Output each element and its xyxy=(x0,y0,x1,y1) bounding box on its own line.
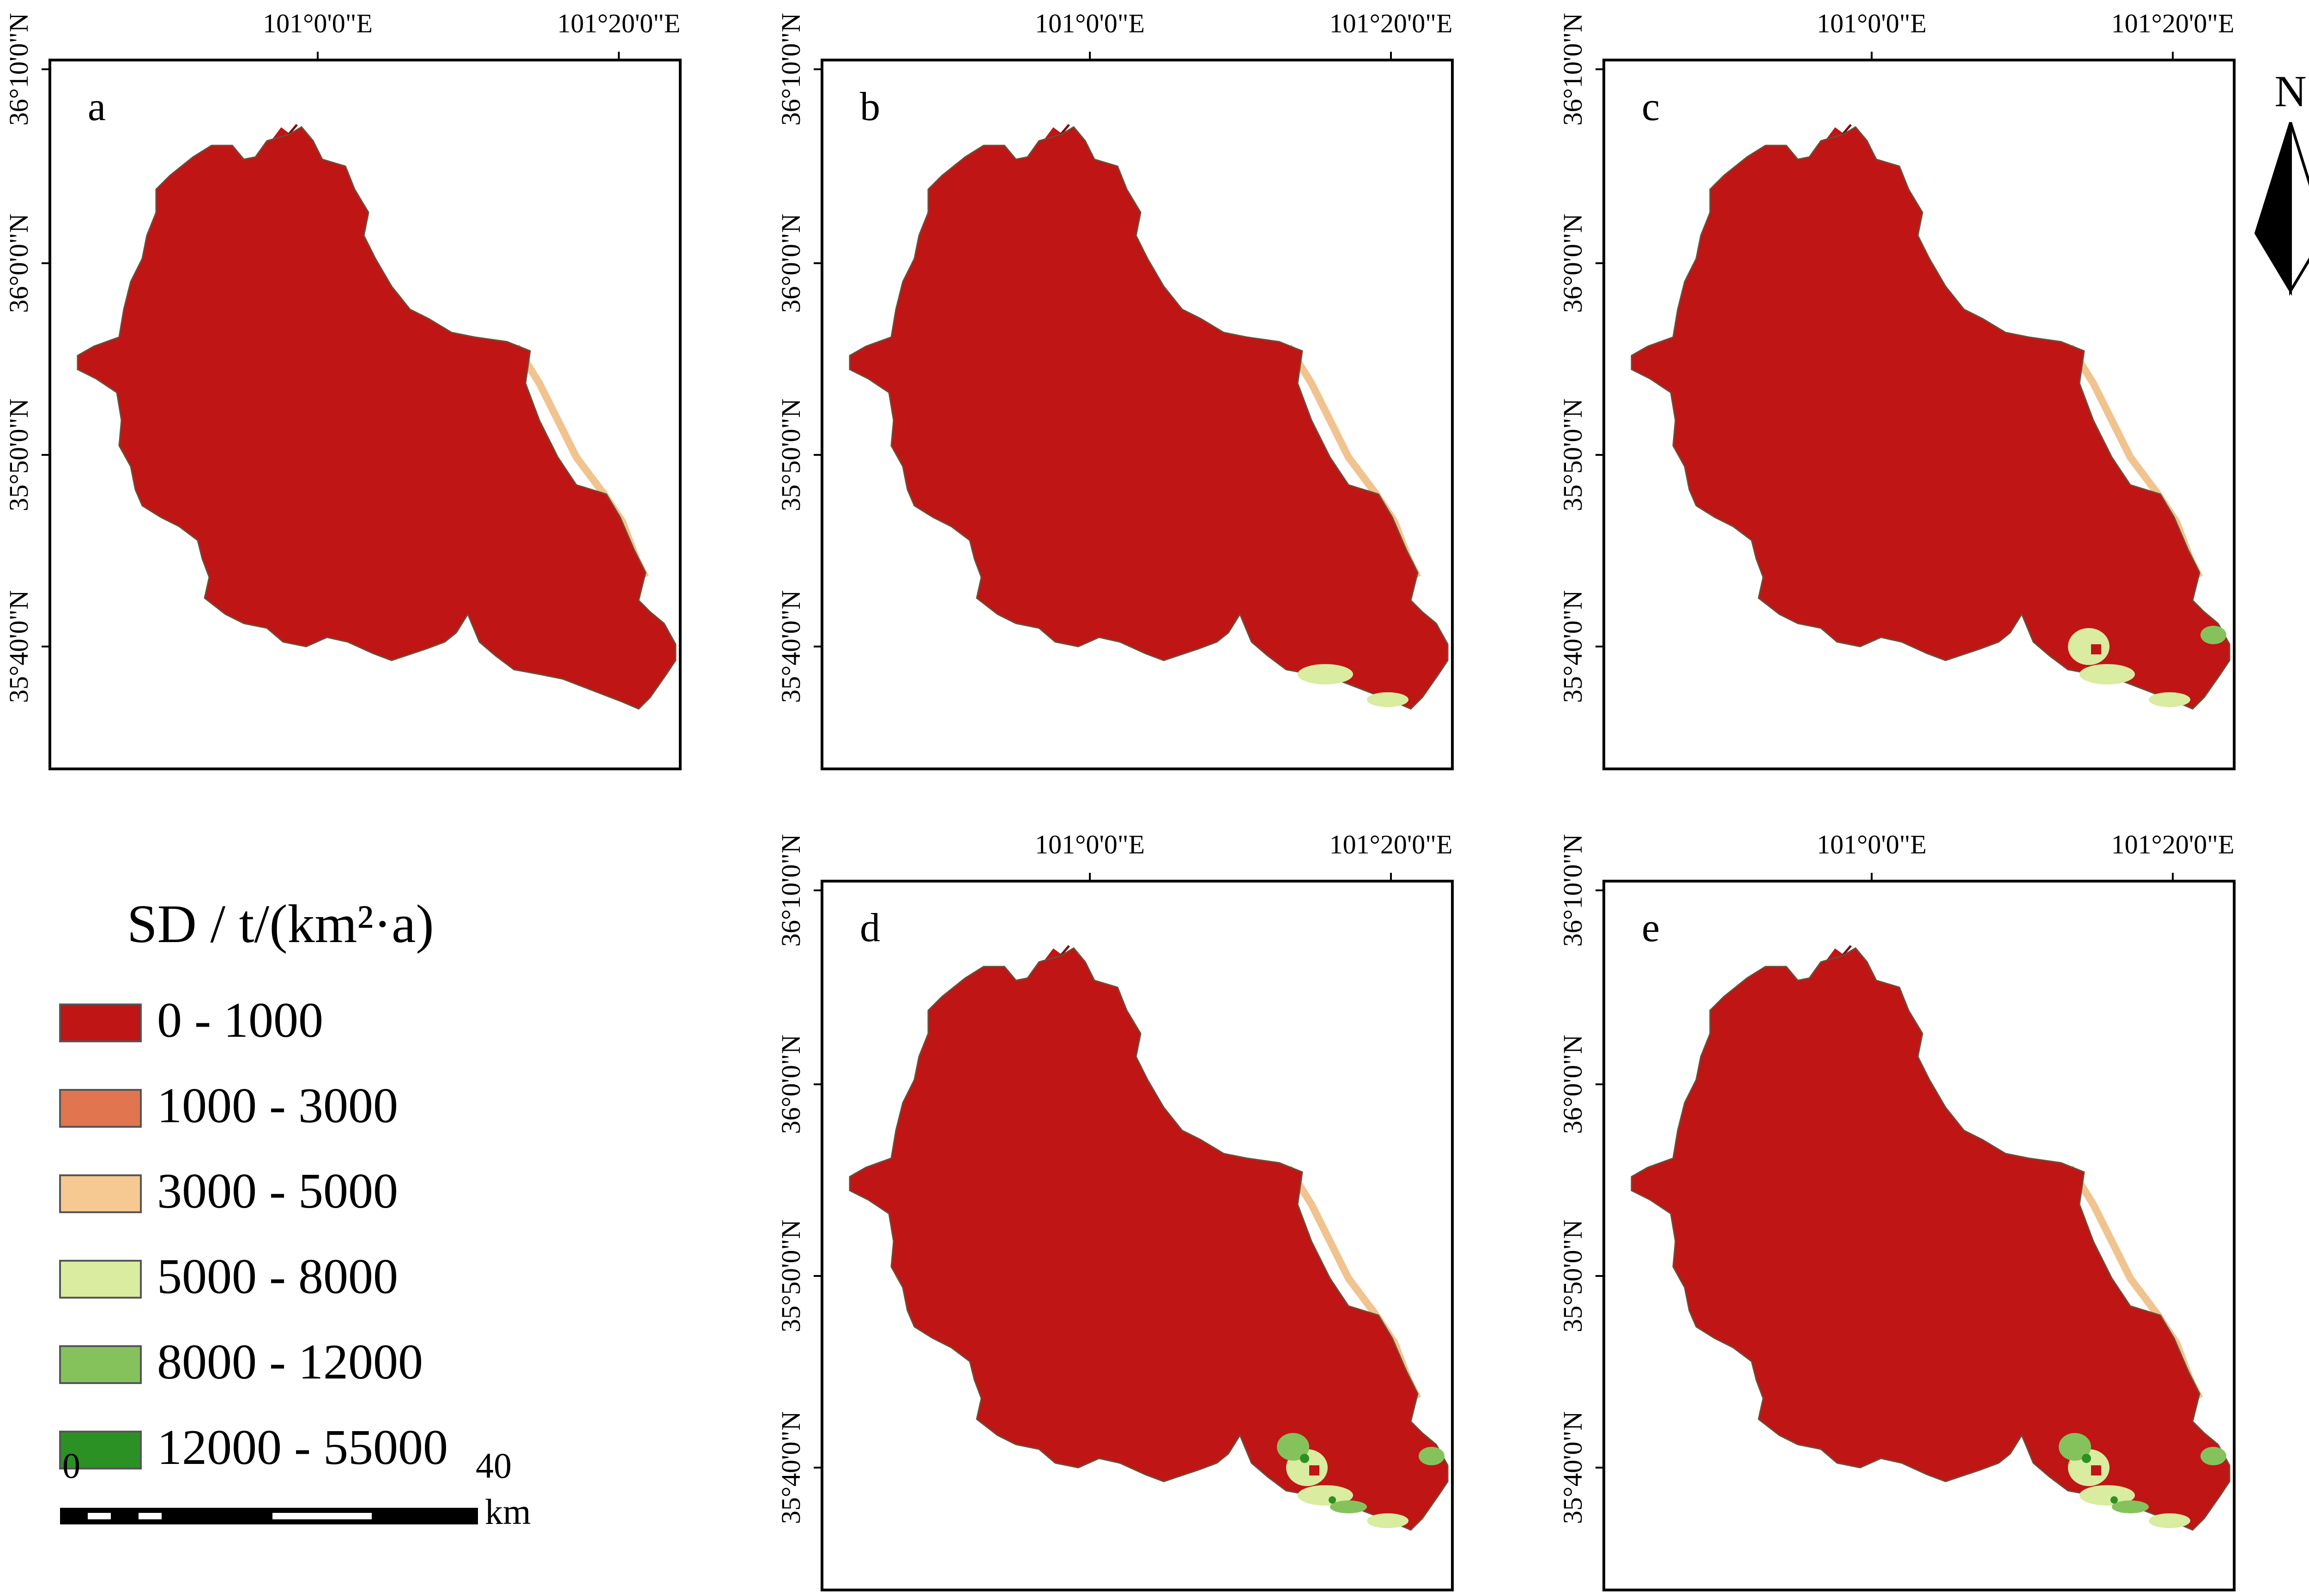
erosion-hotspot xyxy=(2200,626,2226,644)
legend-item: 12000 - 55000 xyxy=(59,1420,448,1475)
legend-swatch xyxy=(59,1431,142,1469)
legend-item: 8000 - 12000 xyxy=(59,1335,423,1390)
north-arrow-label: N xyxy=(2274,66,2306,116)
legend-swatch xyxy=(59,1004,142,1042)
map-panel-b: b 101°0'0"E 101°20'0"E 36°10'0"N 36°0'0"… xyxy=(776,8,1452,769)
lon-label-1: 101°0'0"E xyxy=(1817,8,1927,38)
legend-item: 0 - 1000 xyxy=(59,993,323,1048)
scale-unit-label: km xyxy=(485,1492,531,1532)
erosion-hotspot xyxy=(2059,1433,2091,1461)
legend-swatch xyxy=(59,1174,142,1213)
legend-label: 1000 - 3000 xyxy=(157,1078,398,1133)
erosion-hotspot xyxy=(1300,1454,1309,1463)
red-cell-marker xyxy=(2091,644,2101,654)
lat-label-4: 35°40'0"N xyxy=(1558,1411,1588,1524)
north-arrow: N xyxy=(2254,66,2309,296)
lat-label-2: 36°0'0"N xyxy=(1558,1034,1588,1134)
panel-label: e xyxy=(1642,906,1660,950)
lon-label-2: 101°20'0"E xyxy=(557,8,681,38)
legend-swatch xyxy=(59,1260,142,1299)
erosion-hotspot xyxy=(2110,1496,2118,1504)
lon-label-1: 101°0'0"E xyxy=(1035,8,1145,38)
north-arrow-icon xyxy=(2254,122,2309,296)
erosion-hotspots xyxy=(2059,1433,2226,1528)
lat-label-3: 35°50'0"N xyxy=(1558,399,1588,511)
legend: SD / t/(km²·a) 0 - 1000 1000 - 3000 3000… xyxy=(59,894,448,1475)
panel-label: b xyxy=(860,85,880,129)
legend-label: 0 - 1000 xyxy=(157,993,323,1048)
scale-start-label: 0 xyxy=(62,1445,80,1486)
lon-label-1: 101°0'0"E xyxy=(1035,829,1145,859)
legend-label: 3000 - 5000 xyxy=(157,1164,398,1219)
lat-label-2: 36°0'0"N xyxy=(776,213,806,313)
erosion-hotspot xyxy=(2200,1447,2226,1465)
legend-label: 5000 - 8000 xyxy=(157,1249,398,1304)
scale-bar: 0 40 km xyxy=(60,1445,531,1532)
lat-label-4: 35°40'0"N xyxy=(1558,590,1588,703)
legend-title: SD / t/(km²·a) xyxy=(127,894,434,954)
red-cell-marker xyxy=(1309,644,1319,654)
lat-label-4: 35°40'0"N xyxy=(776,1411,806,1524)
lat-label-3: 35°50'0"N xyxy=(4,399,34,511)
red-cell-marker xyxy=(1309,1465,1319,1475)
lon-label-2: 101°20'0"E xyxy=(1330,829,1453,859)
map-panel-d: d 101°0'0"E 101°20'0"E 36°10'0"N 36°0'0"… xyxy=(776,829,1452,1590)
red-cell-marker xyxy=(2091,1465,2101,1475)
lon-label-2: 101°20'0"E xyxy=(1330,8,1453,38)
lon-label-2: 101°20'0"E xyxy=(2111,8,2235,38)
erosion-hotspots xyxy=(1277,1433,1445,1528)
legend-item: 1000 - 3000 xyxy=(59,1078,398,1133)
erosion-hotspot xyxy=(2079,664,2135,684)
erosion-hotspot xyxy=(1367,1513,1408,1528)
legend-label: 8000 - 12000 xyxy=(157,1335,423,1390)
erosion-hotspot xyxy=(2149,692,2190,707)
lat-label-3: 35°50'0"N xyxy=(776,1220,806,1332)
lat-label-1: 36°10'0"N xyxy=(776,13,806,126)
lat-label-4: 35°40'0"N xyxy=(4,590,34,703)
lon-label-1: 101°0'0"E xyxy=(1817,829,1927,859)
erosion-hotspot xyxy=(2149,1513,2190,1528)
lat-label-4: 35°40'0"N xyxy=(776,590,806,703)
lat-label-2: 36°0'0"N xyxy=(776,1034,806,1134)
legend-item: 5000 - 8000 xyxy=(59,1249,398,1304)
lat-label-1: 36°10'0"N xyxy=(776,834,806,947)
lat-label-1: 36°10'0"N xyxy=(1558,834,1588,947)
map-panel-e: e 101°0'0"E 101°20'0"E 36°10'0"N 36°0'0"… xyxy=(1558,829,2234,1590)
erosion-hotspot xyxy=(2082,1454,2091,1463)
erosion-hotspot xyxy=(1277,1433,1309,1461)
lat-label-2: 36°0'0"N xyxy=(4,213,34,313)
erosion-hotspot xyxy=(1298,664,1353,684)
legend-item: 3000 - 5000 xyxy=(59,1164,398,1219)
legend-swatch xyxy=(59,1345,142,1384)
erosion-hotspots xyxy=(537,644,547,654)
erosion-hotspot xyxy=(2112,1500,2149,1513)
panel-label: d xyxy=(860,906,880,950)
erosion-hotspot xyxy=(2068,628,2110,665)
scale-end-label: 40 xyxy=(476,1445,512,1486)
erosion-hotspot xyxy=(1330,1500,1367,1513)
legend-label: 12000 - 55000 xyxy=(157,1420,448,1475)
lat-label-3: 35°50'0"N xyxy=(776,399,806,511)
lat-label-1: 36°10'0"N xyxy=(4,13,34,126)
erosion-hotspots xyxy=(1298,644,1408,707)
map-panel-c: c 101°0'0"E 101°20'0"E 36°10'0"N 36°0'0"… xyxy=(1558,8,2234,769)
red-cell-marker xyxy=(537,644,547,654)
lon-label-1: 101°0'0"E xyxy=(263,8,373,38)
erosion-hotspots xyxy=(2068,626,2226,707)
lat-label-2: 36°0'0"N xyxy=(1558,213,1588,313)
map-panel-a: a 101°0'0"E 101°20'0"E 36°10'0"N 36°0'0"… xyxy=(4,8,680,769)
lon-label-2: 101°20'0"E xyxy=(2111,829,2235,859)
erosion-hotspot xyxy=(1298,1485,1353,1505)
erosion-hotspot xyxy=(1419,1447,1445,1465)
panel-label: a xyxy=(88,85,106,129)
erosion-hotspot xyxy=(1367,692,1408,707)
erosion-hotspot xyxy=(1329,1496,1336,1504)
panel-label: c xyxy=(1642,85,1660,129)
erosion-hotspot xyxy=(2079,1485,2135,1505)
lat-label-3: 35°50'0"N xyxy=(1558,1220,1588,1332)
lat-label-1: 36°10'0"N xyxy=(1558,13,1588,126)
legend-swatch xyxy=(59,1089,142,1128)
